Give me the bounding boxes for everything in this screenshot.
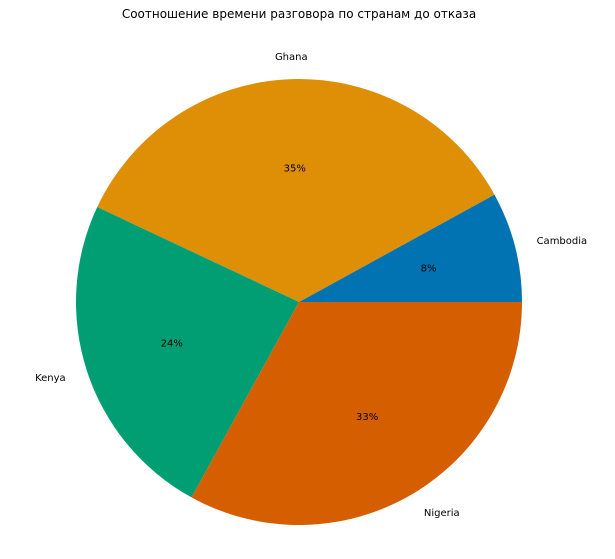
pct-label-ghana: 35%: [284, 163, 306, 174]
pct-label-cambodia: 8%: [421, 264, 437, 275]
category-label-kenya: Kenya: [35, 373, 66, 384]
pct-label-nigeria: 33%: [356, 412, 378, 423]
category-label-cambodia: Cambodia: [537, 236, 588, 247]
pct-label-kenya: 24%: [161, 338, 183, 349]
category-label-nigeria: Nigeria: [424, 508, 460, 519]
pie-slice-ghana: [97, 78, 495, 302]
chart-title: Соотношение времени разговора по странам…: [121, 7, 477, 21]
category-label-ghana: Ghana: [275, 52, 308, 63]
pie-slice-nigeria: [191, 302, 523, 525]
pie-slice-kenya: [76, 207, 299, 498]
pie-slice-cambodia: [299, 194, 522, 302]
